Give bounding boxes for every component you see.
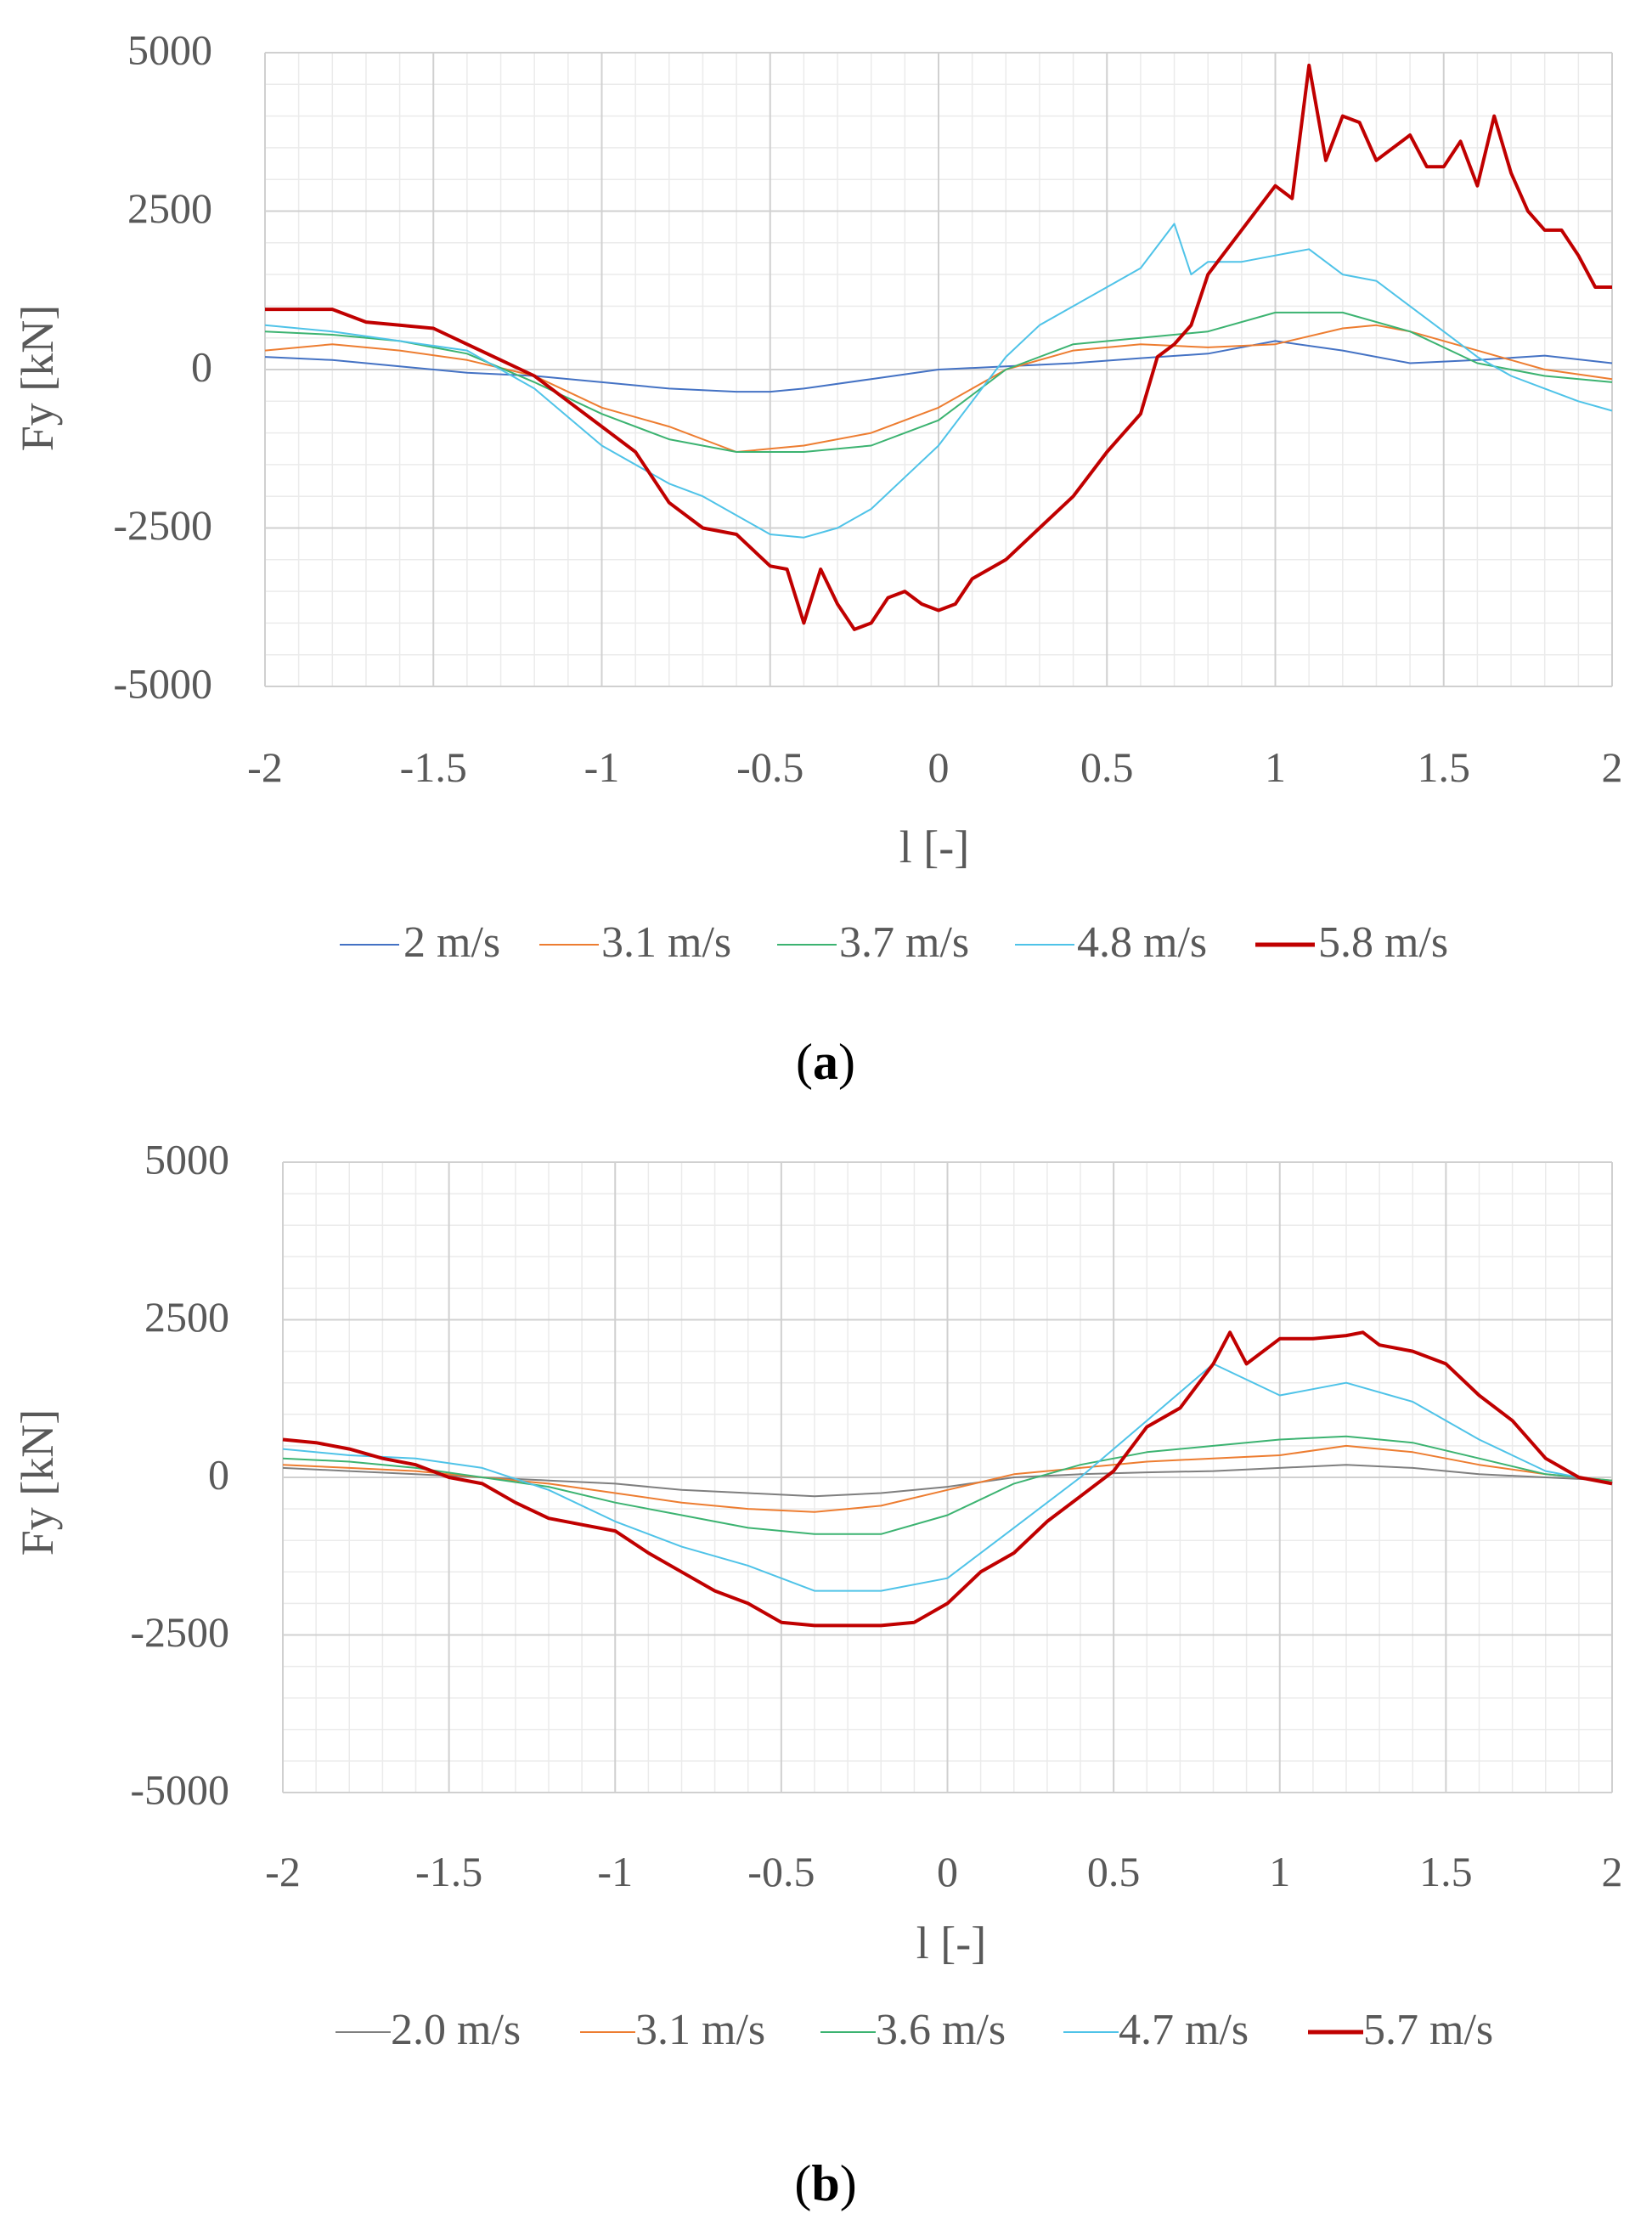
panel-b-x-tick: -0.5 <box>747 1848 815 1895</box>
legend-label-3-1-ms: 3.1 m/s <box>635 2006 765 2054</box>
panel-b-label-letter: b <box>811 2155 839 2211</box>
panel-a-series <box>264 63 1613 631</box>
panel-a-y-tick: -2500 <box>113 501 212 549</box>
panel-a-x-tick: 2 <box>1602 743 1623 791</box>
panel-a-label-open: ( <box>796 1034 813 1090</box>
panel-b-x-tick: 0.5 <box>1087 1848 1141 1895</box>
panel-b-x-tick: 2 <box>1602 1848 1623 1895</box>
series-line-4-7-m-s <box>282 1363 1613 1592</box>
panel-a-x-tick: 0.5 <box>1080 743 1134 791</box>
series-line-5-8-m-s <box>265 63 1612 631</box>
panel-b-x-tick: -1 <box>597 1848 633 1895</box>
panel-b-major-grid <box>282 1161 1613 1793</box>
panel-a-legend: 2 m/s 3.1 m/s 3.7 m/s 4.8 m/s 5.8 m/s <box>340 918 1448 967</box>
panel-a-x-tick: 1.5 <box>1418 743 1471 791</box>
panel-b: 5000 2500 0 -2500 -5000 -2 -1.5 -1 -0.5 … <box>12 1135 1623 2211</box>
legend-label-5-7-ms: 5.7 m/s <box>1363 2006 1493 2054</box>
panel-a-label-letter: a <box>813 1034 838 1090</box>
legend-label-4-8-ms: 4.8 m/s <box>1077 918 1207 967</box>
panel-a-major-grid <box>264 52 1613 687</box>
panel-b-y-tick: 5000 <box>144 1135 229 1183</box>
series-line-5-7-m-s <box>282 1330 1613 1628</box>
panel-b-label: (b) <box>794 2155 856 2211</box>
legend-label-3-1-ms: 3.1 m/s <box>601 918 731 967</box>
panel-a-label: (a) <box>796 1034 855 1090</box>
panel-a-x-tick: 1 <box>1265 743 1286 791</box>
panel-b-label-open: ( <box>794 2155 811 2211</box>
legend-label-2-ms: 2 m/s <box>403 918 500 967</box>
panel-b-x-tick: -1.5 <box>415 1848 482 1895</box>
panel-b-label-close: ) <box>840 2155 857 2211</box>
panel-a-x-tick: -0.5 <box>736 743 803 791</box>
series-line-2-m-s <box>264 340 1613 393</box>
panel-a-y-axis-title: Fy [kN] <box>12 305 63 452</box>
panel-a-x-axis-title: l [-] <box>899 822 969 872</box>
panel-a-y-tick: -5000 <box>113 659 212 707</box>
panel-a: 5000 2500 0 -2500 -5000 -2 -1.5 -1 -0.5 … <box>12 25 1623 1090</box>
series-line-2-0-m-s <box>282 1464 1613 1498</box>
panel-a-x-tick: 0 <box>928 743 950 791</box>
panel-a-y-tick: 2500 <box>127 184 212 232</box>
legend-label-2-0-ms: 2.0 m/s <box>391 2006 521 2054</box>
panel-b-series <box>282 1330 1613 1628</box>
series-line-3-6-m-s <box>282 1435 1613 1535</box>
panel-a-x-tick: -1.5 <box>400 743 467 791</box>
legend-label-3-7-ms: 3.7 m/s <box>839 918 969 967</box>
panel-b-legend: 2.0 m/s 3.1 m/s 3.6 m/s 4.7 m/s 5.7 m/s <box>335 2006 1493 2054</box>
panel-b-x-tick: -2 <box>265 1848 301 1895</box>
panel-b-x-axis-title: l [-] <box>916 1917 986 1968</box>
panel-b-y-tick: 2500 <box>144 1293 229 1341</box>
panel-a-y-tick: 5000 <box>127 25 212 73</box>
panel-a-label-close: ) <box>838 1034 855 1090</box>
panel-b-y-tick: -2500 <box>130 1608 229 1656</box>
panel-b-x-tick: 1 <box>1269 1848 1290 1895</box>
legend-label-4-7-ms: 4.7 m/s <box>1119 2006 1249 2054</box>
panel-b-x-tick: 0 <box>937 1848 958 1895</box>
panel-a-y-tick: 0 <box>191 342 212 390</box>
panel-b-y-axis-title: Fy [kN] <box>12 1409 63 1556</box>
legend-label-3-6-ms: 3.6 m/s <box>876 2006 1006 2054</box>
series-line-4-8-m-s <box>264 223 1613 539</box>
panel-b-y-tick: 0 <box>208 1450 229 1498</box>
panel-a-x-tick: -1 <box>584 743 620 791</box>
panel-a-x-tick: -2 <box>247 743 283 791</box>
legend-label-5-8-ms: 5.8 m/s <box>1318 918 1448 967</box>
panel-b-y-tick: -5000 <box>130 1765 229 1813</box>
panel-b-x-tick: 1.5 <box>1419 1848 1473 1895</box>
series-line-3-1-m-s <box>282 1444 1613 1513</box>
